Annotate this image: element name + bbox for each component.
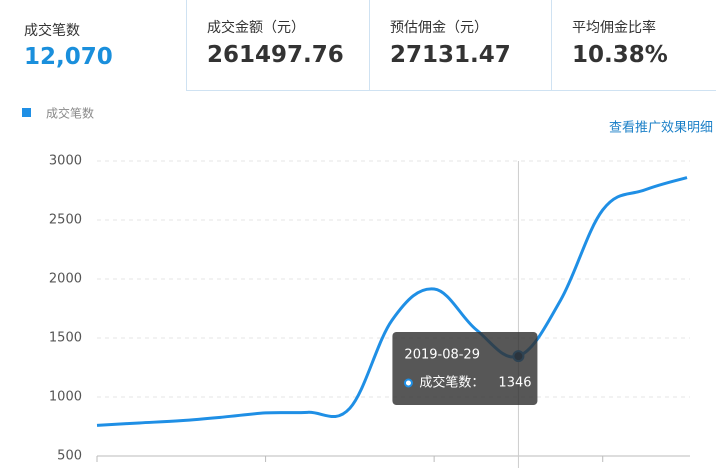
y-tick-label: 1500 [49,331,82,346]
tooltip-dot [403,378,413,388]
y-tick-label: 2000 [49,272,82,287]
stat-value: 27131.47 [390,42,511,68]
line-series [96,176,688,427]
stat-value: 12,070 [24,44,113,70]
stat-label: 平均佣金比率 [572,20,656,36]
stat-label: 预估佣金（元） [390,20,488,36]
stat-tab[interactable]: 成交笔数 12,070 [0,0,187,91]
stat-label: 成交金额（元） [207,20,305,36]
tooltip-label: 成交笔数： [419,375,484,391]
tooltip-value: 1346 [498,376,531,391]
stat-label: 成交笔数 [24,23,80,39]
stat-tab[interactable]: 成交金额（元） 261497.76 [186,0,370,91]
stat-tab[interactable]: 平均佣金比率 10.38% [551,0,716,91]
y-tick-label: 3000 [49,154,82,169]
detail-link[interactable]: 查看推广效果明细 [609,120,713,136]
legend-swatch [22,108,31,117]
y-tick-label: 500 [57,449,82,464]
tooltip-box [392,332,538,405]
stat-value: 261497.76 [207,42,344,68]
tooltip-title: 2019-08-29 [404,348,480,363]
stat-value: 10.38% [572,42,668,68]
y-tick-label: 2500 [49,213,82,228]
tooltip: 2019-08-29 成交笔数： 1346 [392,332,538,405]
legend-label: 成交笔数 [46,106,94,121]
stat-tab[interactable]: 预估佣金（元） 27131.47 [369,0,552,91]
y-tick-label: 1000 [49,390,82,405]
